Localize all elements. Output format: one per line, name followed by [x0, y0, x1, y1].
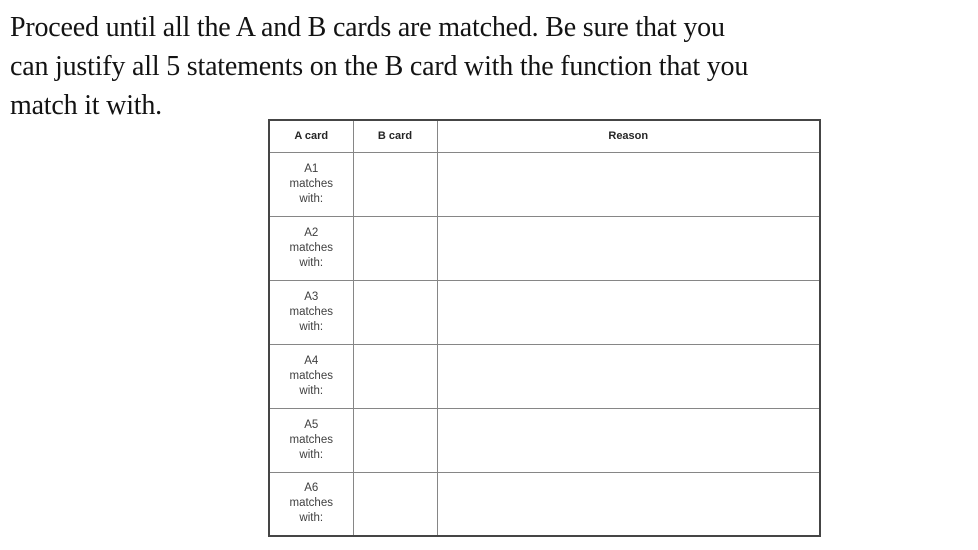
table-row-a5: A5 matches with: [268, 407, 821, 473]
instructions-line-3: match it with. [10, 90, 162, 121]
column-header-reason: Reason [436, 119, 821, 153]
reason-answer-cell-a4[interactable] [436, 343, 821, 409]
a-card-label-a1: A1 matches with: [268, 151, 354, 217]
instructions-line-2: can justify all 5 statements on the B ca… [10, 51, 749, 82]
a-card-label-a5: A5 matches with: [268, 407, 354, 473]
table-row-a3: A3 matches with: [268, 279, 821, 345]
reason-answer-cell-a1[interactable] [436, 151, 821, 217]
a-card-label-a6: A6 matches with: [268, 471, 354, 537]
reason-answer-cell-a2[interactable] [436, 215, 821, 281]
table-row-a2: A2 matches with: [268, 215, 821, 281]
a-card-label-a2: A2 matches with: [268, 215, 354, 281]
reason-answer-cell-a3[interactable] [436, 279, 821, 345]
b-card-answer-cell-a3[interactable] [352, 279, 438, 345]
column-header-b-card: B card [352, 119, 438, 153]
instructions-line-1: Proceed until all the A and B cards are … [10, 12, 725, 43]
matching-table: A card B card Reason A1 matches with: A2… [268, 119, 821, 537]
reason-answer-cell-a6[interactable] [436, 471, 821, 537]
column-header-a-card: A card [268, 119, 354, 153]
instructions-text: Proceed until all the A and B cards are … [10, 8, 970, 125]
a-card-label-a4: A4 matches with: [268, 343, 354, 409]
b-card-answer-cell-a4[interactable] [352, 343, 438, 409]
b-card-answer-cell-a6[interactable] [352, 471, 438, 537]
b-card-answer-cell-a1[interactable] [352, 151, 438, 217]
reason-answer-cell-a5[interactable] [436, 407, 821, 473]
table-row-a6: A6 matches with: [268, 471, 821, 537]
table-row-a1: A1 matches with: [268, 151, 821, 217]
b-card-answer-cell-a2[interactable] [352, 215, 438, 281]
b-card-answer-cell-a5[interactable] [352, 407, 438, 473]
table-header-row: A card B card Reason [268, 119, 821, 153]
a-card-label-a3: A3 matches with: [268, 279, 354, 345]
table-row-a4: A4 matches with: [268, 343, 821, 409]
